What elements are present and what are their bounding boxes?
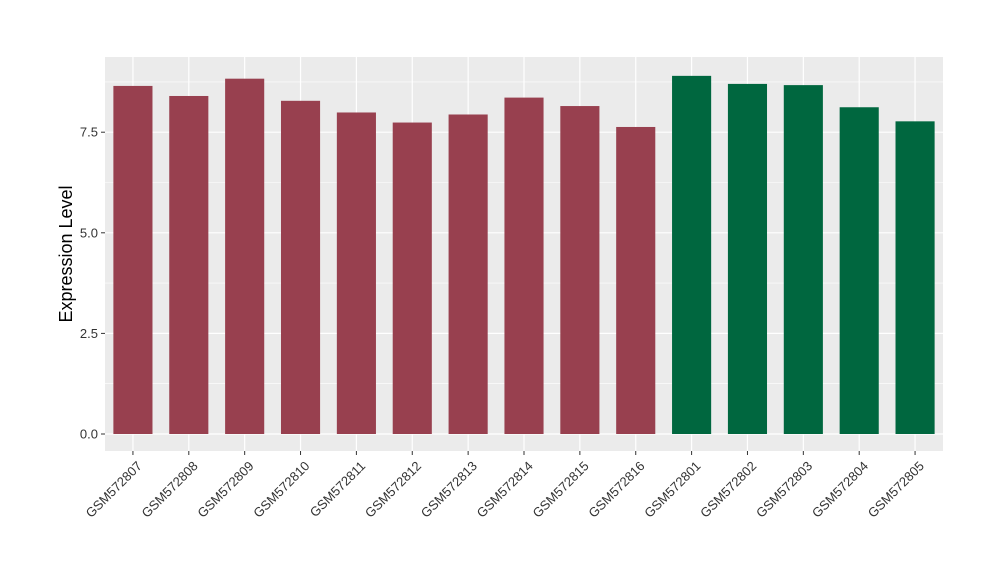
bar-gsm572815: [560, 106, 600, 434]
bar-gsm572802: [727, 83, 768, 435]
bar-gsm572816: [616, 126, 656, 434]
bars: [113, 75, 935, 435]
bar-gsm572803: [783, 85, 823, 434]
bar-gsm572804: [839, 107, 879, 435]
bar-gsm572801: [672, 75, 712, 434]
bar-gsm572805: [895, 121, 935, 434]
bar-gsm572813: [448, 114, 488, 435]
bar-gsm572814: [504, 97, 544, 434]
y-tick-label: 2.5: [80, 326, 98, 341]
y-tick-label: 7.5: [80, 125, 98, 140]
bar-gsm572807: [113, 85, 153, 434]
bar-gsm572810: [280, 100, 321, 434]
bar-gsm572809: [225, 78, 265, 435]
bar-gsm572811: [336, 112, 376, 435]
bar-gsm572812: [392, 122, 432, 435]
y-tick-label: 0.0: [80, 427, 98, 442]
y-tick-label: 5.0: [80, 225, 98, 240]
bar-gsm572808: [169, 95, 209, 434]
y-axis-title: Expression Level: [56, 185, 76, 322]
